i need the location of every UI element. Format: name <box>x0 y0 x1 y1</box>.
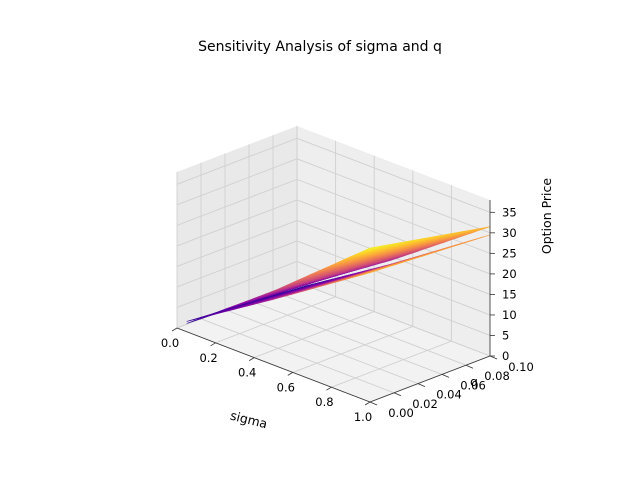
tick-mark <box>248 357 255 361</box>
z-tick-label: 15 <box>502 287 517 301</box>
surface-group <box>186 226 491 324</box>
y-tick-label: 0.10 <box>508 360 534 374</box>
grid-line <box>292 325 413 373</box>
z-tick-label: 30 <box>502 226 517 240</box>
tick-mark <box>393 392 402 397</box>
grid-line <box>296 137 491 213</box>
surface-cell <box>363 268 384 275</box>
y-axis-line <box>369 355 491 403</box>
grid-line <box>296 158 491 234</box>
y-tick-label: 0.00 <box>388 406 414 420</box>
y-tick-label: 0.06 <box>460 378 486 392</box>
grid-line <box>296 240 491 316</box>
tick-mark <box>441 374 450 378</box>
x-tick-label: 0.2 <box>199 351 217 365</box>
x-tick-label: 0.4 <box>238 366 256 380</box>
grid-line <box>331 340 452 388</box>
grid-line <box>176 178 298 226</box>
grid-line <box>200 318 395 394</box>
tick-mark <box>369 401 378 406</box>
z-tick-label: 10 <box>502 308 517 322</box>
grid-line <box>176 199 298 247</box>
x-tick-label: 0.6 <box>277 380 295 394</box>
tick-mark <box>210 342 216 347</box>
tick-mark <box>417 383 426 387</box>
tick-mark <box>171 327 178 332</box>
surface-series-1 <box>186 226 491 324</box>
grid-line <box>224 309 419 385</box>
surface-series-2 <box>186 234 491 322</box>
grid-line <box>176 158 298 206</box>
axis-panes <box>177 126 490 402</box>
tick-mark <box>287 372 294 376</box>
grid-line <box>176 137 298 185</box>
grid-line <box>248 299 443 375</box>
back-pane <box>297 126 490 356</box>
grid-line <box>176 220 298 267</box>
tick-mark <box>489 355 498 360</box>
y-tick-label: 0.04 <box>436 388 462 402</box>
z-axis-label: Option Price <box>539 178 554 254</box>
x-tick-label: 0.8 <box>315 395 333 409</box>
x-tick-label: 0.0 <box>161 336 179 350</box>
grid-line <box>296 178 491 254</box>
tick-labels: 0.0 0.2 0.4 0.6 0.8 1.0 0.000.020.040.060.080.… <box>161 205 534 424</box>
tick-mark <box>465 364 474 369</box>
grid-line <box>176 261 298 308</box>
z-tick-label: 25 <box>502 246 517 260</box>
tick-mark <box>364 401 371 406</box>
grid-line <box>254 311 375 359</box>
x-axis-label: sigma <box>229 408 269 432</box>
y-tick-label: 0.02 <box>412 397 438 411</box>
left-pane <box>177 126 297 328</box>
z-tick-label: 20 <box>502 267 517 281</box>
grid-line <box>215 296 336 344</box>
tick-mark <box>326 386 332 391</box>
z-tick-label: 0 <box>502 349 509 363</box>
x-tick-label: 1.0 <box>354 410 372 424</box>
x-axis-line <box>176 327 371 403</box>
axis-lines <box>176 200 491 403</box>
floor-pane <box>177 282 490 402</box>
chart-title: Sensitivity Analysis of sigma and q <box>198 39 442 55</box>
grid-line <box>296 199 491 275</box>
z-tick-label: 35 <box>502 205 517 219</box>
grid-line <box>272 290 467 366</box>
grid-line <box>176 240 298 288</box>
y-tick-label: 0.08 <box>484 369 510 383</box>
grid-line <box>296 281 491 357</box>
y-axis-label: q <box>470 374 478 389</box>
surface-cell <box>363 245 384 252</box>
z-tick-label: 5 <box>502 329 509 343</box>
